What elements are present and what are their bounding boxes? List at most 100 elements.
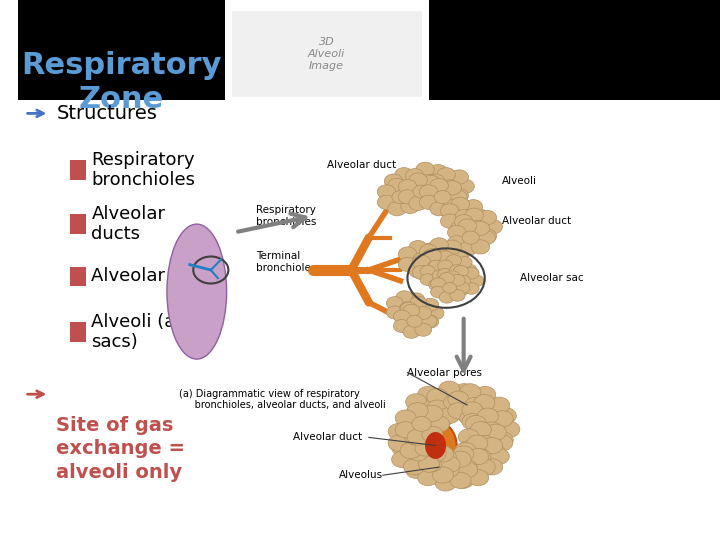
Circle shape bbox=[403, 458, 425, 475]
Circle shape bbox=[464, 200, 482, 214]
Circle shape bbox=[413, 265, 431, 280]
Circle shape bbox=[460, 410, 481, 426]
Circle shape bbox=[474, 386, 495, 402]
Circle shape bbox=[413, 301, 430, 314]
Circle shape bbox=[400, 302, 415, 314]
Circle shape bbox=[438, 407, 460, 423]
Circle shape bbox=[447, 235, 466, 250]
Circle shape bbox=[403, 305, 420, 318]
Circle shape bbox=[422, 176, 441, 190]
Circle shape bbox=[410, 317, 427, 330]
Text: Alveolar
ducts: Alveolar ducts bbox=[91, 205, 166, 243]
FancyBboxPatch shape bbox=[225, 0, 428, 100]
Circle shape bbox=[443, 240, 462, 254]
Circle shape bbox=[475, 435, 495, 450]
Circle shape bbox=[395, 191, 413, 205]
Circle shape bbox=[409, 196, 428, 211]
Circle shape bbox=[422, 298, 438, 311]
Circle shape bbox=[423, 456, 444, 472]
Circle shape bbox=[477, 231, 495, 245]
Circle shape bbox=[484, 220, 503, 234]
Circle shape bbox=[414, 307, 429, 319]
Circle shape bbox=[430, 201, 449, 216]
Circle shape bbox=[405, 430, 424, 445]
Circle shape bbox=[396, 312, 413, 325]
Circle shape bbox=[445, 271, 460, 282]
Circle shape bbox=[471, 240, 490, 254]
Circle shape bbox=[455, 454, 476, 470]
Circle shape bbox=[467, 448, 489, 464]
Circle shape bbox=[489, 397, 510, 413]
Circle shape bbox=[436, 251, 454, 265]
Circle shape bbox=[485, 424, 506, 440]
Circle shape bbox=[407, 190, 426, 204]
Circle shape bbox=[450, 188, 469, 202]
Text: Alveolar duct: Alveolar duct bbox=[293, 433, 362, 442]
Circle shape bbox=[437, 191, 456, 205]
Circle shape bbox=[450, 170, 469, 184]
Circle shape bbox=[454, 282, 470, 294]
Circle shape bbox=[450, 472, 471, 489]
Circle shape bbox=[423, 457, 441, 472]
Circle shape bbox=[453, 472, 474, 488]
Circle shape bbox=[455, 442, 476, 458]
Circle shape bbox=[438, 268, 453, 280]
Circle shape bbox=[428, 279, 444, 291]
Circle shape bbox=[395, 410, 416, 426]
Circle shape bbox=[387, 306, 403, 319]
Circle shape bbox=[398, 190, 417, 204]
Circle shape bbox=[450, 265, 464, 275]
Text: Site of gas
exchange =
alveoli only: Site of gas exchange = alveoli only bbox=[56, 416, 185, 482]
Circle shape bbox=[448, 391, 469, 407]
Circle shape bbox=[453, 446, 474, 462]
Circle shape bbox=[495, 408, 516, 424]
Circle shape bbox=[431, 286, 446, 298]
Circle shape bbox=[458, 219, 477, 233]
Circle shape bbox=[388, 435, 409, 451]
Circle shape bbox=[422, 194, 441, 208]
Circle shape bbox=[418, 469, 438, 485]
Circle shape bbox=[419, 254, 438, 269]
Circle shape bbox=[449, 190, 467, 204]
Circle shape bbox=[415, 418, 436, 435]
Circle shape bbox=[462, 414, 483, 430]
Circle shape bbox=[432, 270, 446, 281]
Circle shape bbox=[439, 273, 454, 284]
Circle shape bbox=[400, 416, 421, 433]
Circle shape bbox=[444, 395, 463, 410]
Circle shape bbox=[388, 178, 406, 193]
Circle shape bbox=[446, 274, 462, 285]
Circle shape bbox=[474, 395, 495, 411]
Circle shape bbox=[415, 306, 432, 319]
Circle shape bbox=[393, 310, 410, 323]
Circle shape bbox=[400, 442, 421, 458]
Circle shape bbox=[415, 440, 436, 456]
Circle shape bbox=[423, 400, 441, 415]
Circle shape bbox=[419, 195, 438, 210]
Circle shape bbox=[401, 199, 419, 213]
Circle shape bbox=[412, 416, 431, 431]
Circle shape bbox=[462, 264, 477, 276]
Circle shape bbox=[440, 462, 459, 477]
Circle shape bbox=[457, 460, 477, 475]
Circle shape bbox=[441, 214, 459, 228]
Circle shape bbox=[446, 255, 462, 266]
Text: Respiratory
Zone: Respiratory Zone bbox=[22, 51, 222, 114]
Circle shape bbox=[499, 421, 520, 437]
Circle shape bbox=[392, 191, 409, 204]
Circle shape bbox=[398, 179, 417, 194]
Circle shape bbox=[377, 195, 396, 210]
Circle shape bbox=[465, 415, 487, 431]
Text: Respiratory
bronchioles: Respiratory bronchioles bbox=[91, 151, 195, 189]
Circle shape bbox=[485, 446, 506, 462]
Circle shape bbox=[454, 225, 473, 239]
Circle shape bbox=[467, 470, 489, 486]
Text: (a) Diagrammatic view of respiratory
     bronchioles, alveolar ducts, and alveo: (a) Diagrammatic view of respiratory bro… bbox=[179, 389, 386, 410]
Text: Terminal
bronchiole: Terminal bronchiole bbox=[256, 251, 311, 273]
FancyBboxPatch shape bbox=[71, 267, 86, 286]
Circle shape bbox=[441, 204, 459, 218]
Circle shape bbox=[429, 165, 447, 179]
Circle shape bbox=[395, 422, 416, 438]
Circle shape bbox=[377, 185, 396, 199]
Text: Alveolar pores: Alveolar pores bbox=[408, 368, 482, 377]
